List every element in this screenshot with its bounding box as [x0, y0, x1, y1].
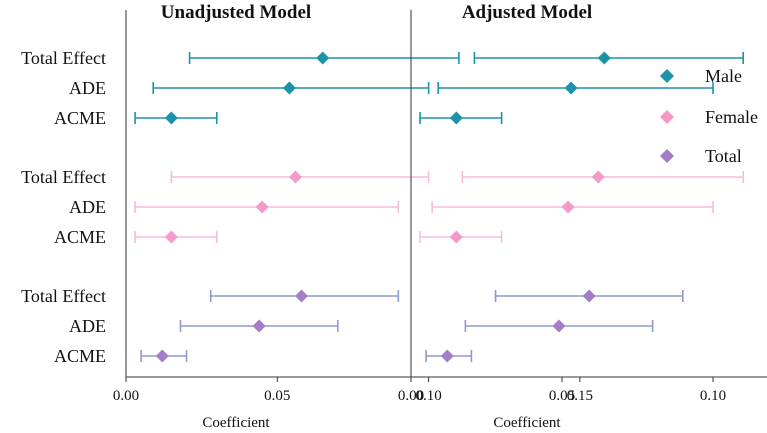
estimate-point [552, 319, 566, 333]
panel-title: Unadjusted Model [161, 2, 311, 23]
x-tick-label: 0.10 [415, 388, 441, 404]
estimate-point [591, 170, 605, 184]
row-label: ACME [54, 108, 106, 128]
estimate-point [561, 200, 575, 214]
estimate-point [440, 349, 454, 363]
estimate-point [597, 51, 611, 65]
x-tick-label: 0.15 [567, 388, 593, 404]
estimate-point [582, 289, 596, 303]
row-label: Total Effect [21, 167, 106, 187]
legend-marker-total [660, 149, 674, 163]
estimate-point [164, 111, 178, 125]
legend-marker-male [660, 69, 674, 83]
x-tick-label: 0.00 [113, 388, 139, 404]
row-label: ADE [69, 78, 106, 98]
legend-label-male: Male [705, 66, 742, 86]
panel-title: Adjusted Model [462, 2, 592, 23]
x-tick-label: 0.05 [549, 388, 575, 404]
row-label: ACME [54, 346, 106, 366]
row-label: ACME [54, 227, 106, 247]
legend-label-female: Female [705, 107, 758, 127]
estimate-point [164, 230, 178, 244]
x-tick-label: 0.05 [264, 388, 290, 404]
x-axis-label: Coefficient [493, 415, 561, 431]
estimate-point [155, 349, 169, 363]
x-tick-label: 0.10 [700, 388, 726, 404]
estimate-point [316, 51, 330, 65]
x-axis-label: Coefficient [202, 415, 270, 431]
row-label: Total Effect [21, 286, 106, 306]
estimate-point [449, 230, 463, 244]
estimate-point [252, 319, 266, 333]
x-tick-label: 0.00 [398, 388, 424, 404]
legend-marker-female [660, 110, 674, 124]
estimate-point [288, 170, 302, 184]
estimate-point [255, 200, 269, 214]
row-label: ADE [69, 197, 106, 217]
estimate-point [564, 81, 578, 95]
row-label: ADE [69, 316, 106, 336]
row-label: Total Effect [21, 48, 106, 68]
estimate-point [449, 111, 463, 125]
legend-label-total: Total [705, 146, 742, 166]
estimate-point [295, 289, 309, 303]
estimate-point [282, 81, 296, 95]
